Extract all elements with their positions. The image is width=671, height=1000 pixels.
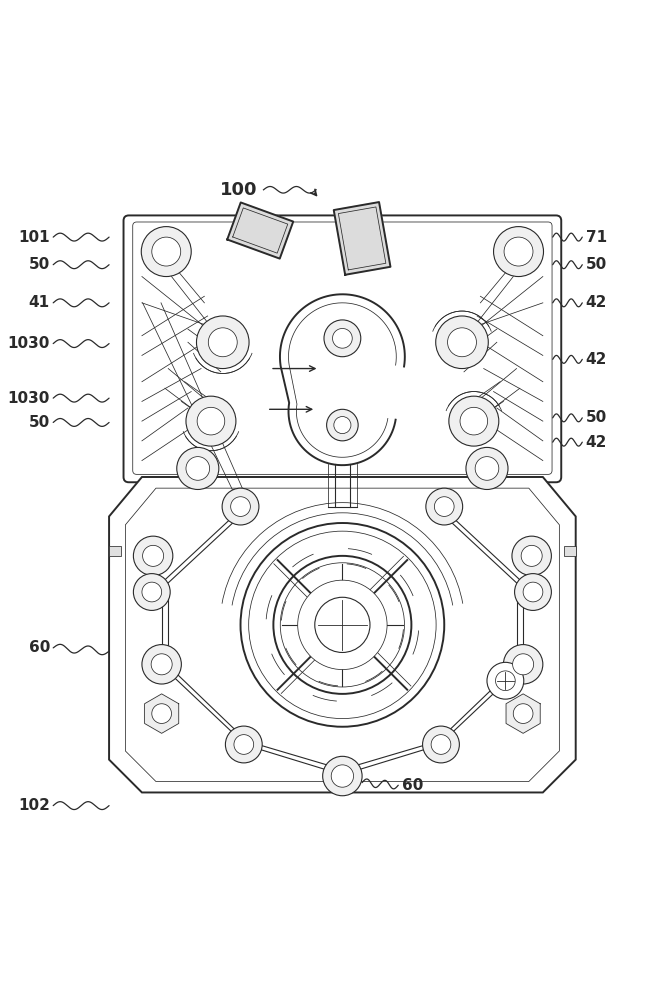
Circle shape (515, 574, 552, 610)
Text: 60: 60 (401, 778, 423, 793)
Polygon shape (144, 694, 178, 733)
Circle shape (448, 328, 476, 357)
Circle shape (323, 756, 362, 796)
Circle shape (225, 726, 262, 763)
Circle shape (423, 726, 460, 763)
Circle shape (142, 582, 162, 602)
Polygon shape (564, 546, 576, 556)
Circle shape (152, 704, 172, 723)
Polygon shape (506, 694, 540, 733)
Text: 100: 100 (219, 181, 257, 199)
Circle shape (460, 407, 488, 435)
Circle shape (134, 536, 173, 576)
Circle shape (426, 488, 463, 525)
Circle shape (280, 563, 405, 687)
Text: 1030: 1030 (7, 391, 50, 406)
Text: 42: 42 (586, 295, 607, 310)
Circle shape (504, 237, 533, 266)
Polygon shape (109, 546, 121, 556)
Circle shape (143, 545, 164, 566)
Circle shape (521, 545, 542, 566)
Circle shape (186, 457, 209, 480)
Text: 71: 71 (586, 230, 607, 245)
Circle shape (222, 488, 259, 525)
Circle shape (435, 316, 488, 369)
Circle shape (151, 654, 172, 675)
Circle shape (273, 556, 411, 694)
Circle shape (249, 531, 436, 719)
Text: 50: 50 (29, 415, 50, 430)
Text: 1030: 1030 (7, 336, 50, 351)
Circle shape (523, 582, 543, 602)
Circle shape (513, 654, 533, 675)
Circle shape (298, 580, 387, 670)
Text: 42: 42 (586, 352, 607, 367)
Polygon shape (280, 294, 405, 465)
Circle shape (331, 765, 354, 787)
FancyBboxPatch shape (123, 215, 561, 482)
Text: 102: 102 (18, 798, 50, 813)
Polygon shape (227, 202, 293, 259)
Circle shape (240, 523, 444, 727)
Text: 101: 101 (18, 230, 50, 245)
Polygon shape (109, 477, 576, 792)
Circle shape (134, 574, 170, 610)
Circle shape (234, 735, 254, 754)
Circle shape (142, 645, 181, 684)
Circle shape (186, 396, 236, 446)
Circle shape (197, 316, 249, 369)
Circle shape (513, 704, 533, 723)
Circle shape (334, 417, 351, 434)
Circle shape (208, 328, 238, 357)
Text: 50: 50 (586, 410, 607, 425)
Text: 50: 50 (29, 257, 50, 272)
Circle shape (197, 407, 225, 435)
Circle shape (434, 497, 454, 516)
Circle shape (449, 396, 499, 446)
Circle shape (231, 497, 250, 516)
Circle shape (176, 447, 219, 489)
Circle shape (333, 328, 352, 348)
Circle shape (512, 536, 552, 576)
Circle shape (495, 671, 515, 691)
Circle shape (431, 735, 451, 754)
Circle shape (466, 447, 508, 489)
Text: 41: 41 (29, 295, 50, 310)
Circle shape (152, 237, 180, 266)
Circle shape (315, 597, 370, 652)
Text: 50: 50 (586, 257, 607, 272)
Circle shape (503, 645, 543, 684)
Circle shape (327, 409, 358, 441)
Circle shape (487, 662, 524, 699)
Circle shape (494, 227, 544, 277)
Text: 60: 60 (29, 640, 50, 655)
Circle shape (324, 320, 361, 357)
Text: 42: 42 (586, 435, 607, 450)
Circle shape (142, 227, 191, 277)
Circle shape (475, 457, 499, 480)
Polygon shape (333, 202, 391, 275)
